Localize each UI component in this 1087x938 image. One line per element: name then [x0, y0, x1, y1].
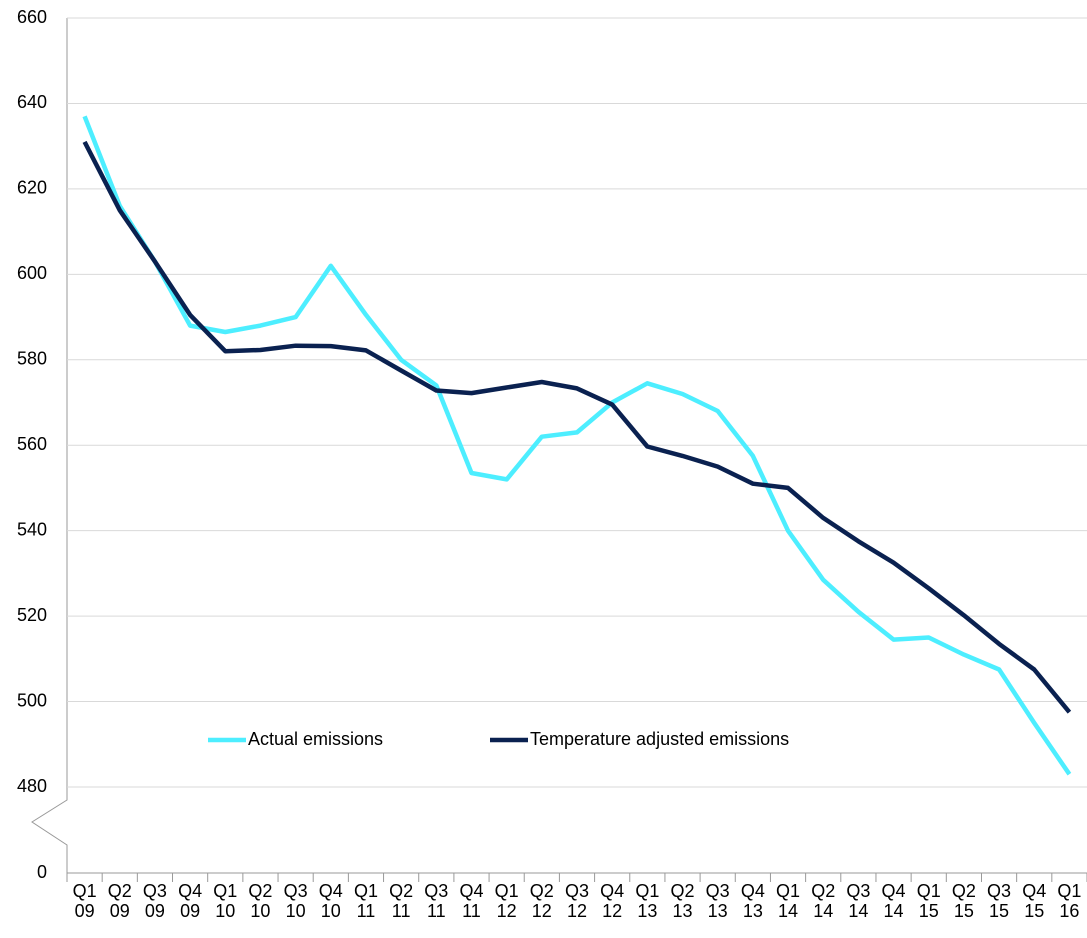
y-tick-label: 500: [17, 690, 47, 710]
x-tick-label: Q3 11: [424, 881, 449, 921]
x-tick-label: Q1 09: [72, 881, 97, 921]
x-tick-label: Q4 12: [600, 881, 625, 921]
x-tick-label: Q1 14: [776, 881, 801, 921]
y-tick-label: 480: [17, 776, 47, 796]
legend-label: Temperature adjusted emissions: [530, 729, 789, 749]
x-tick-label: Q3 14: [846, 881, 871, 921]
y-tick-label: 580: [17, 349, 47, 369]
x-tick-label: Q4 10: [318, 881, 343, 921]
x-tick-label: Q2 12: [529, 881, 554, 921]
y-tick-label: 0: [37, 862, 47, 882]
x-tick-label: Q3 09: [142, 881, 167, 921]
x-tick-label: Q3 10: [283, 881, 308, 921]
x-tick-label: Q2 14: [811, 881, 836, 921]
x-tick-label: Q4 13: [740, 881, 765, 921]
x-tick-label: Q3 12: [564, 881, 589, 921]
legend-label: Actual emissions: [248, 729, 383, 749]
y-tick-label: 620: [17, 178, 47, 198]
x-tick-label: Q3 13: [705, 881, 730, 921]
y-tick-label: 660: [17, 7, 47, 27]
y-tick-label: 540: [17, 519, 47, 539]
x-tick-label: Q2 11: [389, 881, 414, 921]
x-tick-label: Q1 13: [635, 881, 660, 921]
x-tick-label: Q2 09: [107, 881, 132, 921]
series-line: [82, 115, 1072, 776]
x-tick-label: Q1 10: [213, 881, 238, 921]
x-tick-label: Q1 15: [916, 881, 941, 921]
x-tick-label: Q2 15: [951, 881, 976, 921]
x-tick-label: Q4 09: [178, 881, 203, 921]
x-tick-label: Q2 10: [248, 881, 273, 921]
y-tick-label: 560: [17, 434, 47, 454]
y-tick-label: 600: [17, 263, 47, 283]
x-tick-label: Q4 11: [459, 881, 484, 921]
series-line: [82, 140, 1072, 714]
x-tick-label: Q4 14: [881, 881, 906, 921]
axis-break: [31, 790, 68, 873]
x-tick-label: Q1 11: [353, 881, 378, 921]
x-tick-label: Q1 16: [1057, 881, 1082, 921]
x-tick-label: Q1 12: [494, 881, 519, 921]
x-tick-label: Q3 15: [987, 881, 1012, 921]
x-tick-label: Q4 15: [1022, 881, 1047, 921]
y-tick-label: 640: [17, 92, 47, 112]
y-tick-label: 520: [17, 605, 47, 625]
x-tick-label: Q2 13: [670, 881, 695, 921]
